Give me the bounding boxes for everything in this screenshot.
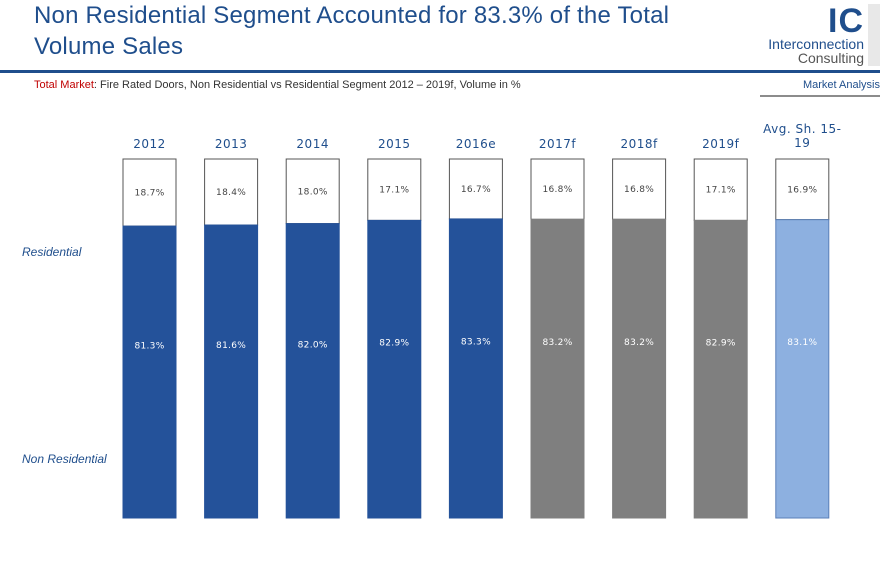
category-label: 2014 (296, 137, 329, 151)
bar-segment-residential (612, 158, 667, 220)
bar-segment-residential (448, 158, 503, 220)
data-label-non-residential: 82.9% (379, 338, 409, 348)
category-label: 2013 (215, 137, 248, 151)
data-label-non-residential: 83.3% (461, 338, 491, 348)
bar-segment-non-residential (693, 219, 748, 519)
data-label-residential: 17.1% (379, 186, 409, 196)
bar-segment-residential (285, 158, 340, 225)
non-residential-row-label: Non Residential (22, 452, 107, 466)
section-tag-underline (760, 95, 880, 97)
bar-segment-non-residential (448, 218, 503, 519)
category-label: 2018f (620, 137, 658, 151)
bar-segment-non-residential (775, 219, 830, 519)
category-label: 2017f (539, 137, 577, 151)
data-label-residential: 16.8% (624, 185, 654, 195)
bar-segment-residential (122, 158, 177, 227)
residential-row-label: Residential (22, 245, 82, 259)
chart-subtitle: Total Market: Fire Rated Doors, Non Resi… (34, 79, 521, 91)
bar-segment-non-residential (612, 218, 667, 519)
bar-segment-residential (775, 158, 830, 221)
data-label-residential: 16.9% (787, 185, 817, 195)
data-label-non-residential: 83.2% (542, 338, 572, 348)
bar-segment-non-residential (530, 218, 585, 519)
bar-segment-residential (693, 158, 748, 221)
category-label: 2016e (456, 137, 496, 151)
logo-side-bar (868, 4, 880, 66)
header-divider (0, 70, 880, 73)
data-label-non-residential: 83.2% (624, 338, 654, 348)
data-label-residential: 18.7% (134, 189, 164, 199)
data-label-residential: 17.1% (706, 186, 736, 196)
company-logo: IC Interconnection Consulting (760, 4, 864, 66)
bar-segment-non-residential (285, 223, 340, 519)
data-label-residential: 18.4% (216, 188, 246, 198)
category-label: 2019f (702, 137, 740, 151)
data-label-non-residential: 82.0% (298, 340, 328, 350)
bar-segment-non-residential (204, 224, 259, 519)
data-label-residential: 16.7% (461, 185, 491, 195)
category-label: Avg. Sh. 15-19 (763, 122, 841, 150)
section-tag: Market Analysis (802, 79, 880, 91)
data-label-non-residential: 81.6% (216, 341, 246, 351)
bar-segment-residential (367, 158, 422, 221)
logo-line-1: Interconnection (768, 36, 864, 52)
bar-segment-residential (530, 158, 585, 220)
page-title: Non Residential Segment Accounted for 83… (34, 2, 670, 60)
logo-mark: IC (828, 2, 864, 40)
data-label-non-residential: 82.9% (706, 338, 736, 348)
subtitle-prefix: Total Market (34, 79, 94, 91)
data-label-non-residential: 81.3% (134, 342, 164, 352)
bar-segment-non-residential (122, 225, 177, 519)
data-label-non-residential: 83.1% (787, 338, 817, 348)
data-label-residential: 16.8% (542, 185, 572, 195)
bar-segment-residential (204, 158, 259, 226)
bar-segment-non-residential (367, 219, 422, 519)
category-label: 2015 (378, 137, 411, 151)
data-label-residential: 18.0% (298, 187, 328, 197)
logo-line-2: Consulting (797, 50, 864, 66)
category-label: 2012 (133, 137, 166, 151)
subtitle-text: : Fire Rated Doors, Non Residential vs R… (93, 79, 521, 91)
